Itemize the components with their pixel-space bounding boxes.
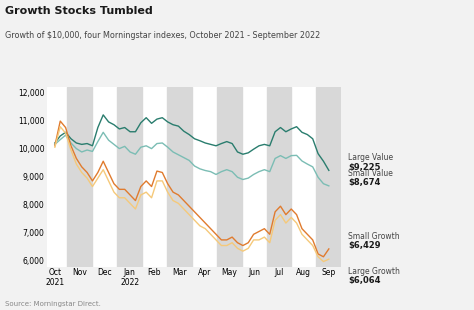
Text: $6,064: $6,064 bbox=[348, 277, 381, 286]
Bar bbox=[117, 87, 142, 267]
Text: Small Growth: Small Growth bbox=[348, 232, 400, 241]
Bar bbox=[316, 87, 341, 267]
Bar bbox=[217, 87, 242, 267]
Text: Growth of $10,000, four Morningstar indexes, October 2021 - September 2022: Growth of $10,000, four Morningstar inde… bbox=[5, 31, 320, 40]
Bar bbox=[67, 87, 92, 267]
Text: $6,429: $6,429 bbox=[348, 241, 381, 250]
Text: Large Value: Large Value bbox=[348, 153, 393, 162]
Text: Large Growth: Large Growth bbox=[348, 267, 400, 276]
Text: $9,225: $9,225 bbox=[348, 163, 381, 172]
Text: Small Value: Small Value bbox=[348, 169, 393, 178]
Text: Growth Stocks Tumbled: Growth Stocks Tumbled bbox=[5, 6, 153, 16]
Text: Source: Morningstar Direct.: Source: Morningstar Direct. bbox=[5, 301, 100, 307]
Text: $8,674: $8,674 bbox=[348, 178, 381, 187]
Bar bbox=[266, 87, 292, 267]
Bar bbox=[167, 87, 192, 267]
